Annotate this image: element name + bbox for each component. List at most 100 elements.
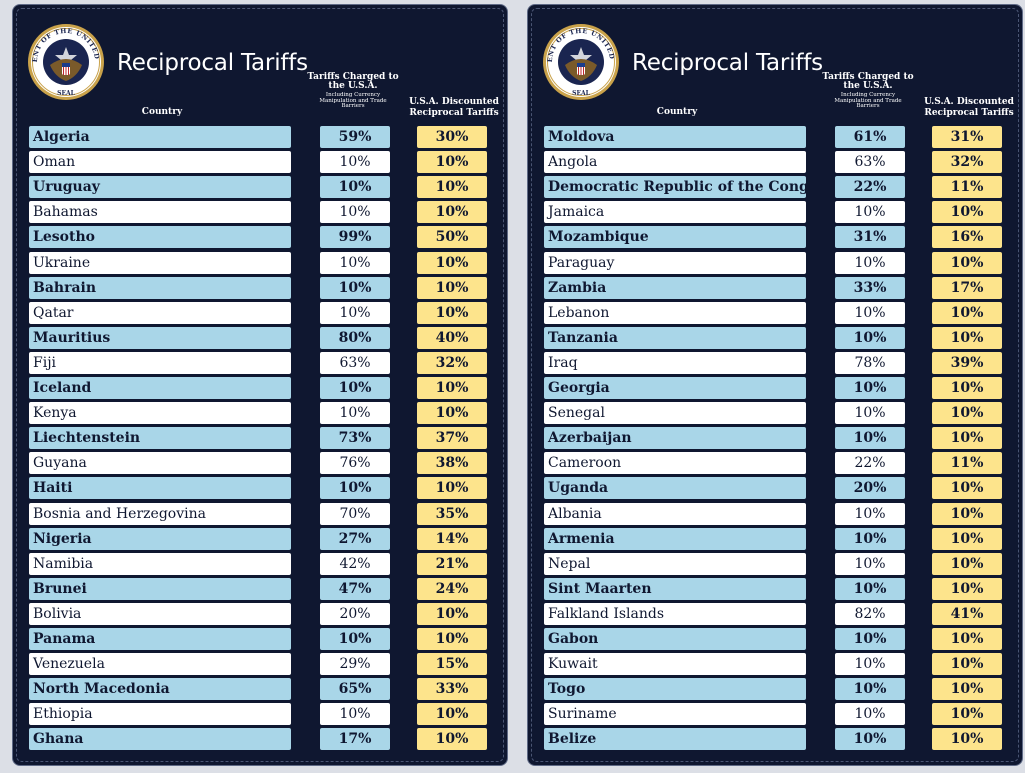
discounted-tariff-cell: 37% xyxy=(417,427,487,450)
panel-title: Reciprocal Tariffs xyxy=(632,50,823,76)
table-row: Bosnia and Herzegovina 70% 35% xyxy=(13,502,507,525)
country-cell: Armenia xyxy=(544,527,806,550)
svg-text:SEAL: SEAL xyxy=(572,90,591,97)
table-row: North Macedonia 65% 33% xyxy=(13,678,507,701)
table-row: Azerbaijan 10% 10% xyxy=(528,427,1022,450)
table-row: Angola 63% 32% xyxy=(528,151,1022,174)
table-row: Fiji 63% 32% xyxy=(13,351,507,374)
table-row: Democratic Republic of the Congo 22% 11% xyxy=(528,176,1022,199)
table-row: Bahamas 10% 10% xyxy=(13,201,507,224)
country-cell: Fiji xyxy=(29,351,291,374)
discounted-tariff-cell: 10% xyxy=(932,552,1002,575)
tariff-charged-cell: 10% xyxy=(320,251,390,274)
discounted-tariff-cell: 10% xyxy=(417,703,487,726)
country-cell: Iraq xyxy=(544,351,806,374)
table-row: Mauritius 80% 40% xyxy=(13,326,507,349)
discounted-tariff-cell: 17% xyxy=(932,276,1002,299)
header-tariffs-charged: Tariffs Charged to the U.S.A. Including … xyxy=(822,72,914,110)
discounted-tariff-cell: 10% xyxy=(417,176,487,199)
discounted-tariff-cell: 10% xyxy=(417,276,487,299)
presidential-seal-icon: PRESIDENT OF THE UNITED STATES SEAL xyxy=(542,23,620,101)
tariff-charged-cell: 70% xyxy=(320,502,390,525)
country-cell: Haiti xyxy=(29,477,291,500)
tariff-charged-cell: 10% xyxy=(835,301,905,324)
table-row: Cameroon 22% 11% xyxy=(528,452,1022,475)
table-row: Lebanon 10% 10% xyxy=(528,301,1022,324)
tariff-charged-cell: 29% xyxy=(320,653,390,676)
table-row: Nepal 10% 10% xyxy=(528,552,1022,575)
country-cell: Venezuela xyxy=(29,653,291,676)
discounted-tariff-cell: 14% xyxy=(417,527,487,550)
discounted-tariff-cell: 10% xyxy=(417,477,487,500)
table-row: Qatar 10% 10% xyxy=(13,301,507,324)
discounted-tariff-cell: 10% xyxy=(932,527,1002,550)
country-cell: Qatar xyxy=(29,301,291,324)
country-cell: Nigeria xyxy=(29,527,291,550)
table-row: Tanzania 10% 10% xyxy=(528,326,1022,349)
table-row: Liechtenstein 73% 37% xyxy=(13,427,507,450)
tariff-charged-cell: 10% xyxy=(835,251,905,274)
country-cell: Angola xyxy=(544,151,806,174)
tariff-charged-cell: 10% xyxy=(320,151,390,174)
country-cell: Kuwait xyxy=(544,653,806,676)
country-cell: Togo xyxy=(544,678,806,701)
discounted-tariff-cell: 16% xyxy=(932,226,1002,249)
table-row: Senegal 10% 10% xyxy=(528,402,1022,425)
country-cell: Georgia xyxy=(544,377,806,399)
country-cell: Bosnia and Herzegovina xyxy=(29,502,291,525)
svg-text:SEAL: SEAL xyxy=(57,90,76,97)
country-cell: Bolivia xyxy=(29,602,291,625)
header-tariffs-charged-main: Tariffs Charged to the U.S.A. xyxy=(307,72,399,92)
country-cell: North Macedonia xyxy=(29,678,291,701)
table-row: Algeria 59% 30% xyxy=(13,126,507,148)
tariff-charged-cell: 10% xyxy=(320,276,390,299)
tariff-charged-cell: 10% xyxy=(835,402,905,425)
discounted-tariff-cell: 10% xyxy=(932,703,1002,726)
header-discounted-tariffs: U.S.A. Discounted Reciprocal Tariffs xyxy=(924,97,1014,118)
table-row: Ethiopia 10% 10% xyxy=(13,703,507,726)
tariff-charged-cell: 20% xyxy=(320,602,390,625)
discounted-tariff-cell: 39% xyxy=(932,351,1002,374)
discounted-tariff-cell: 10% xyxy=(417,151,487,174)
table-row: Ukraine 10% 10% xyxy=(13,251,507,274)
country-cell: Lebanon xyxy=(544,301,806,324)
discounted-tariff-cell: 21% xyxy=(417,552,487,575)
table-row: Brunei 47% 24% xyxy=(13,577,507,600)
tariff-charged-cell: 10% xyxy=(835,678,905,701)
country-cell: Paraguay xyxy=(544,251,806,274)
tariff-charged-cell: 42% xyxy=(320,552,390,575)
table-row: Jamaica 10% 10% xyxy=(528,201,1022,224)
tariff-charged-cell: 59% xyxy=(320,126,390,148)
table-row: Nigeria 27% 14% xyxy=(13,527,507,550)
panel-title: Reciprocal Tariffs xyxy=(117,50,308,76)
discounted-tariff-cell: 10% xyxy=(932,628,1002,650)
country-cell: Moldova xyxy=(544,126,806,148)
country-cell: Guyana xyxy=(29,452,291,475)
country-cell: Namibia xyxy=(29,552,291,575)
tariff-charged-cell: 10% xyxy=(320,301,390,324)
discounted-tariff-cell: 31% xyxy=(932,126,1002,148)
country-cell: Democratic Republic of the Congo xyxy=(544,176,806,199)
country-cell: Ukraine xyxy=(29,251,291,274)
table-row: Paraguay 10% 10% xyxy=(528,251,1022,274)
table-row: Sint Maarten 10% 10% xyxy=(528,577,1022,600)
tariff-charged-cell: 10% xyxy=(835,377,905,399)
table-row: Mozambique 31% 16% xyxy=(528,226,1022,249)
table-row: Falkland Islands 82% 41% xyxy=(528,602,1022,625)
table-row: Kenya 10% 10% xyxy=(13,402,507,425)
table-row: Ghana 17% 10% xyxy=(13,728,507,751)
discounted-tariff-cell: 32% xyxy=(417,351,487,374)
table-row: Panama 10% 10% xyxy=(13,628,507,650)
country-cell: Tanzania xyxy=(544,326,806,349)
table-row: Lesotho 99% 50% xyxy=(13,226,507,249)
header-country: Country xyxy=(656,107,698,117)
discounted-tariff-cell: 11% xyxy=(932,452,1002,475)
tariff-charged-cell: 10% xyxy=(835,326,905,349)
discounted-tariff-cell: 10% xyxy=(417,728,487,751)
tariff-charged-cell: 10% xyxy=(835,552,905,575)
tariff-charged-cell: 73% xyxy=(320,427,390,450)
tariff-charged-cell: 10% xyxy=(320,703,390,726)
discounted-tariff-cell: 38% xyxy=(417,452,487,475)
tariff-charged-cell: 76% xyxy=(320,452,390,475)
tariff-charged-cell: 10% xyxy=(835,728,905,751)
